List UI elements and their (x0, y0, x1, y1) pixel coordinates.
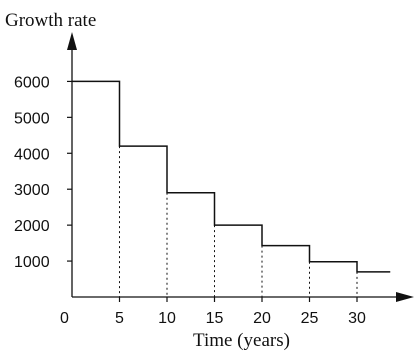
y-tick-label: 1000 (14, 254, 50, 271)
origin-label: 0 (60, 310, 69, 327)
y-tick-label: 4000 (14, 146, 50, 163)
x-tick-label: 5 (115, 310, 124, 327)
step-line (72, 80, 391, 273)
x-tick-label: 30 (348, 310, 366, 327)
ticks (67, 80, 358, 302)
x-tick-label: 20 (253, 310, 271, 327)
axes (67, 32, 414, 302)
x-tick-label: 15 (206, 310, 224, 327)
x-tick-label: 10 (158, 310, 176, 327)
y-axis-label: Growth rate (5, 10, 96, 31)
step-series (72, 80, 391, 273)
y-tick-label: 2000 (14, 218, 50, 235)
y-tick-label: 3000 (14, 182, 50, 199)
x-axis-arrowhead (396, 292, 414, 302)
y-axis-arrowhead (67, 32, 77, 50)
x-axis-label: Time (years) (193, 330, 290, 351)
dotted-drop-lines (119, 146, 358, 297)
x-tick-label: 25 (301, 310, 319, 327)
y-tick-label: 5000 (14, 110, 50, 127)
y-tick-label: 6000 (14, 74, 50, 91)
tick-labels: 1000 2000 3000 4000 5000 6000 5 10 15 20 25 30 (14, 74, 366, 327)
